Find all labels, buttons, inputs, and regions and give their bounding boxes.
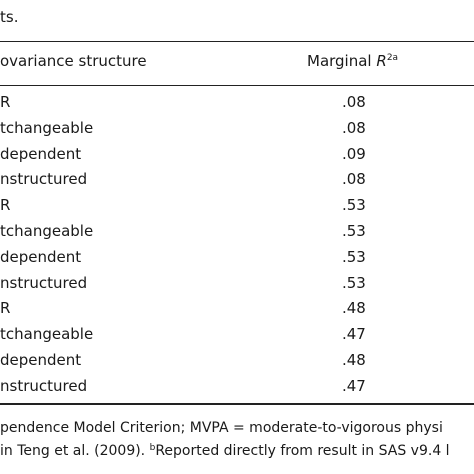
table-row: tchangeable .47 [0,323,474,349]
table-row: tchangeable .08 [0,117,474,143]
covariance-structure-cell: dependent [0,144,82,163]
marginal-r2-cell: .47 [342,325,366,344]
covariance-structure-cell: nstructured [0,170,88,189]
header-marginal-r2-prefix: Marginal [307,52,377,70]
header-marginal-r2: Marginal R2a [307,52,398,70]
marginal-r2-cell: .08 [342,93,366,111]
marginal-r2-cell: .08 [342,118,366,137]
table-caption: ts. [0,8,19,26]
covariance-structure-cell: dependent [0,247,82,266]
covariance-structure-cell: tchangeable [0,221,94,240]
covariance-structure-cell: tchangeable [0,118,94,137]
footnote-text-a: in Teng et al. (2009). [0,443,150,459]
table-row: R .53 [0,194,474,220]
covariance-structure-cell: R [0,93,11,111]
footnote-marker-b: b [149,443,156,453]
table-row: dependent .48 [0,349,474,375]
covariance-structure-cell: tchangeable [0,325,94,344]
table-row: dependent .53 [0,246,474,272]
covariance-structure-cell: nstructured [0,376,88,395]
marginal-r2-cell: .47 [342,376,366,395]
table-row: nstructured .53 [0,272,474,298]
header-marginal-r2-superscript: 2a [386,53,399,63]
table-footnote-line-2: in Teng et al. (2009). bReported directl… [0,443,450,459]
header-marginal-r2-symbol: R [376,52,387,70]
table-row: R .48 [0,297,474,323]
table-row: nstructured .47 [0,375,474,401]
table-row: nstructured .08 [0,168,474,194]
table-footnote-line-1: pendence Model Criterion; MVPA = moderat… [0,420,443,436]
covariance-structure-cell: R [0,299,11,318]
footnote-text-b: Reported directly from result in SAS v9.… [155,443,450,459]
table-top-rule [0,41,474,42]
table-body: R .08 tchangeable .08 dependent .09 nstruct… [0,91,474,401]
header-covariance-structure: ovariance structure [0,52,147,70]
table-bottom-rule [0,403,474,405]
covariance-structure-cell: nstructured [0,273,88,292]
table-row: tchangeable .53 [0,220,474,246]
table-row: dependent .09 [0,143,474,169]
covariance-structure-cell: dependent [0,350,82,369]
marginal-r2-cell: .53 [342,221,366,240]
covariance-structure-cell: R [0,196,11,215]
marginal-r2-cell: .53 [342,196,366,215]
marginal-r2-cell: .53 [342,273,366,292]
marginal-r2-cell: .08 [342,170,366,189]
table-header-rule [0,85,474,86]
marginal-r2-cell: .09 [342,144,366,163]
table-row: R .08 [0,91,474,117]
marginal-r2-cell: .48 [342,350,366,369]
marginal-r2-cell: .48 [342,299,366,318]
marginal-r2-cell: .53 [342,247,366,266]
